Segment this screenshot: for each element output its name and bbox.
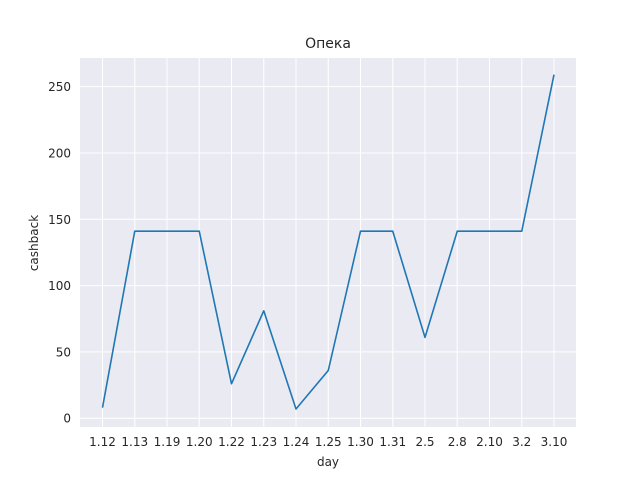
series-line: [101, 74, 555, 410]
x-tick-label: 2.5: [415, 435, 434, 449]
x-tick-label: 1.25: [315, 435, 342, 449]
y-tick-label: 100: [48, 279, 71, 293]
x-tick-label: 3.10: [541, 435, 568, 449]
y-tick-label: 150: [48, 213, 71, 227]
x-tick-label: 1.31: [379, 435, 406, 449]
x-axis-label: day: [317, 455, 339, 469]
chart-title: Опека: [305, 36, 351, 52]
x-tick-label: 1.20: [186, 435, 213, 449]
y-tick-label: 200: [48, 146, 71, 160]
x-tick-label: 1.13: [121, 435, 148, 449]
y-tick-label: 0: [63, 412, 71, 426]
x-tick-label: 1.24: [283, 435, 310, 449]
x-tick-label: 1.12: [89, 435, 116, 449]
tick-labels: 0 50 100 150 200 250 1.12 1.13 1.19 1.20 1.22 1.23 1…: [48, 80, 567, 449]
x-tick-label: 2.8: [448, 435, 467, 449]
x-tick-label: 1.22: [218, 435, 245, 449]
x-tick-label: 2.10: [476, 435, 503, 449]
y-tick-label: 50: [56, 345, 71, 359]
x-tick-label: 1.23: [250, 435, 277, 449]
x-tick-label: 3.2: [512, 435, 531, 449]
series-layer: [101, 74, 555, 410]
y-tick-label: 250: [48, 80, 71, 94]
x-tick-label: 1.19: [154, 435, 181, 449]
grid-lines: [80, 58, 576, 427]
x-tick-label: 1.30: [347, 435, 374, 449]
y-axis-label: cashback: [27, 215, 41, 271]
